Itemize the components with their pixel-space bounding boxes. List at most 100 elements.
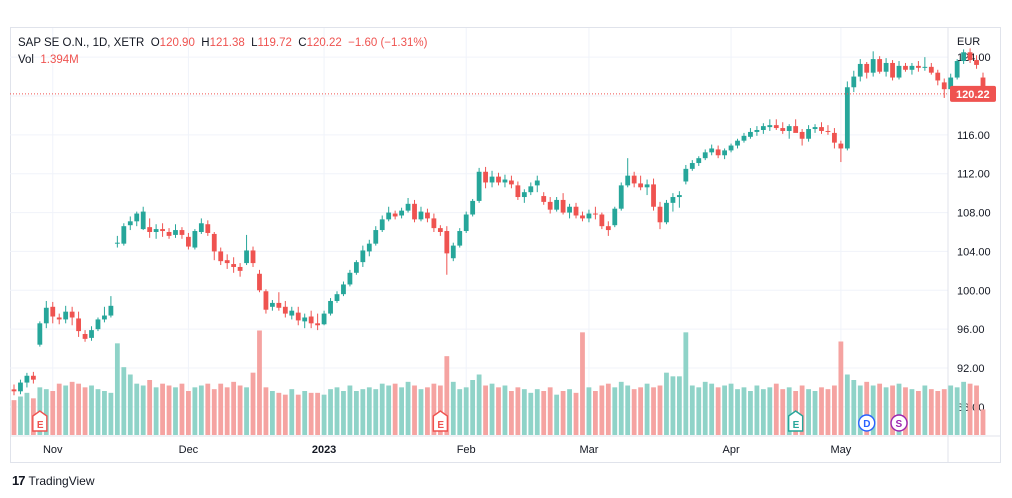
candle-body[interactable] (909, 65, 915, 70)
candle-body[interactable] (838, 143, 844, 149)
candle-body[interactable] (341, 284, 346, 295)
candle-body[interactable] (948, 77, 954, 90)
candle-body[interactable] (257, 273, 262, 291)
candle-body[interactable] (644, 184, 650, 188)
candle-body[interactable] (819, 127, 824, 131)
candle-body[interactable] (780, 128, 786, 131)
candle-body[interactable] (541, 196, 547, 202)
candle-body[interactable] (870, 59, 876, 73)
candle-body[interactable] (121, 226, 127, 244)
candle-body[interactable] (534, 180, 540, 186)
candle-body[interactable] (24, 375, 30, 383)
candle-body[interactable] (37, 323, 43, 345)
candle-body[interactable] (521, 192, 527, 198)
candle-body[interactable] (631, 175, 637, 184)
candle-body[interactable] (851, 76, 857, 88)
candle-body[interactable] (599, 214, 605, 227)
tradingview-brand[interactable]: 17 TradingView (12, 473, 95, 488)
candle-body[interactable] (224, 260, 230, 264)
candle-body[interactable] (638, 183, 644, 188)
candle-body[interactable] (399, 210, 404, 216)
candle-body[interactable] (76, 318, 81, 332)
candle-body[interactable] (457, 231, 463, 246)
candle-body[interactable] (166, 232, 172, 236)
candle-body[interactable] (353, 262, 359, 273)
candle-body[interactable] (476, 171, 482, 201)
candle-body[interactable] (173, 230, 178, 235)
candle-body[interactable] (515, 185, 521, 198)
earnings-marker-icon[interactable] (787, 410, 804, 432)
candle-body[interactable] (276, 302, 282, 308)
candle-body[interactable] (412, 203, 417, 220)
candle-body[interactable] (683, 168, 689, 182)
candle-body[interactable] (625, 175, 631, 186)
candle-body[interactable] (302, 317, 308, 322)
candle-body[interactable] (560, 199, 566, 213)
candle-body[interactable] (198, 223, 204, 232)
candle-body[interactable] (941, 82, 947, 90)
candle-body[interactable] (431, 218, 437, 229)
candle-body[interactable] (82, 334, 88, 339)
candle-body[interactable] (56, 317, 62, 320)
candle-body[interactable] (922, 66, 928, 68)
candle-body[interactable] (418, 211, 424, 220)
candle-body[interactable] (567, 206, 572, 213)
candle-body[interactable] (864, 63, 870, 73)
candle-body[interactable] (179, 230, 185, 235)
candle-body[interactable] (160, 229, 165, 232)
candle-body[interactable] (30, 375, 36, 380)
candle-body[interactable] (502, 179, 508, 183)
candle-body[interactable] (347, 272, 353, 285)
candle-body[interactable] (786, 126, 792, 131)
candle-body[interactable] (89, 330, 94, 338)
candle-body[interactable] (586, 213, 592, 219)
candle-body[interactable] (450, 245, 456, 259)
candle-body[interactable] (69, 311, 75, 318)
candle-body[interactable] (760, 126, 766, 130)
candle-body[interactable] (366, 243, 372, 252)
candle-body[interactable] (11, 389, 17, 392)
candle-body[interactable] (877, 59, 883, 72)
candle-body[interactable] (954, 61, 960, 78)
candle-body[interactable] (890, 62, 895, 78)
candle-body[interactable] (463, 214, 469, 232)
split-marker-icon[interactable] (890, 414, 908, 432)
candle-body[interactable] (192, 231, 198, 248)
candle-body[interactable] (392, 213, 398, 217)
candle-body[interactable] (528, 186, 534, 193)
candle-body[interactable] (806, 129, 811, 139)
candle-body[interactable] (748, 131, 753, 137)
candle-body[interactable] (754, 130, 760, 132)
candle-body[interactable] (373, 230, 379, 244)
candle-body[interactable] (935, 72, 941, 81)
candle-body[interactable] (379, 219, 385, 231)
candle-body[interactable] (664, 202, 669, 223)
candle-body[interactable] (140, 211, 146, 230)
candle-body[interactable] (244, 250, 249, 264)
candle-body[interactable] (657, 206, 663, 223)
candle-body[interactable] (470, 200, 476, 215)
candle-body[interactable] (386, 212, 392, 220)
candle-body[interactable] (295, 312, 301, 321)
candle-body[interactable] (114, 242, 120, 244)
candle-body[interactable] (496, 176, 501, 183)
candle-body[interactable] (444, 231, 450, 254)
candle-body[interactable] (799, 131, 805, 139)
candle-body[interactable] (676, 195, 682, 198)
earnings-marker-icon[interactable] (32, 410, 48, 432)
candle-body[interactable] (832, 132, 837, 143)
candle-body[interactable] (793, 126, 799, 133)
candle-body[interactable] (573, 206, 579, 216)
candle-body[interactable] (844, 87, 850, 149)
candle-body[interactable] (651, 184, 656, 207)
candle-body[interactable] (580, 215, 585, 219)
candle-body[interactable] (605, 226, 611, 231)
candle-body[interactable] (95, 319, 101, 330)
earnings-marker-icon[interactable] (432, 410, 449, 432)
candle-body[interactable] (728, 145, 734, 151)
candle-body[interactable] (974, 60, 979, 65)
candle-body[interactable] (735, 140, 740, 146)
candle-body[interactable] (903, 65, 908, 70)
dividend-marker-icon[interactable] (858, 414, 876, 432)
